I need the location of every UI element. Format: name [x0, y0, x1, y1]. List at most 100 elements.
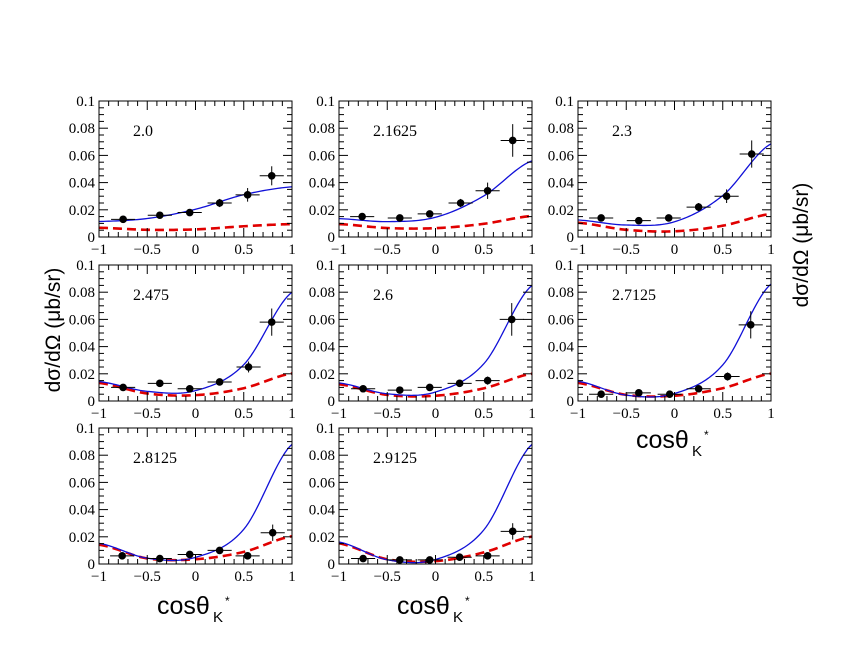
data-point: [147, 379, 172, 388]
y-tick-label: 0.06: [69, 475, 96, 491]
x-tick-label: 1: [288, 242, 296, 258]
data-point: [351, 554, 376, 563]
x-tick-label: −0.5: [374, 569, 401, 585]
marker: [425, 383, 434, 392]
data-point: [177, 384, 202, 393]
x-tick-label: 0: [192, 406, 200, 422]
plot-area: [339, 284, 532, 398]
marker: [455, 379, 464, 388]
y-tick-label: 0.1: [316, 258, 335, 274]
x-tick-label: 1: [288, 569, 296, 585]
data-point: [500, 523, 525, 540]
data-point: [714, 189, 739, 203]
data-point: [351, 384, 376, 393]
x-tick-label: −1: [331, 242, 347, 258]
y-tick-label: 0.02: [69, 203, 95, 219]
model-curve: [99, 291, 292, 394]
y-tick-label: 0.08: [69, 285, 95, 301]
y-tick-label: 0.04: [309, 176, 336, 192]
x-tick-label: 0: [671, 406, 679, 422]
y-tick-label: 0.08: [69, 448, 95, 464]
panel-3: 0 0.02 0.04 0.06 0.08 0.1 −1 −0.5 0 0.5 1 2.3: [548, 94, 775, 258]
data-point: [500, 124, 525, 157]
panel-6: 0 0.02 0.04 0.06 0.08 0.1 −1 −0.5 0 0.5 1 2.7125: [548, 258, 775, 422]
model-curve: [99, 443, 292, 562]
data-point: [447, 379, 472, 388]
y-tick-label: 0.06: [309, 475, 336, 491]
data-point: [147, 554, 172, 563]
marker: [185, 550, 194, 559]
marker: [425, 210, 434, 218]
x-tick-label: 1: [528, 406, 536, 422]
y-tick-label: 0.08: [548, 121, 574, 137]
y-tick-label: 0: [567, 394, 575, 410]
data-point: [110, 552, 135, 560]
data-point: [475, 376, 500, 385]
data-point: [236, 361, 261, 373]
x-axis-label-col1: cosθ K *: [157, 592, 230, 626]
x-tick-label: 0.5: [474, 406, 493, 422]
panel-5: 0 0.02 0.04 0.06 0.08 0.1 −1 −0.5 0 0.5 1 2.6: [309, 258, 536, 422]
x-tick-label: 0: [432, 242, 440, 258]
x-tick-label: −1: [331, 569, 347, 585]
marker: [694, 203, 703, 211]
marker: [243, 191, 252, 199]
marker: [634, 389, 643, 397]
marker: [268, 528, 277, 537]
marker: [267, 318, 276, 326]
panel-label: 2.475: [133, 287, 169, 304]
y-tick-label: 0.02: [309, 203, 335, 219]
data-point: [207, 198, 232, 208]
data-point: [111, 215, 136, 224]
x-tick-label: 1: [528, 242, 536, 258]
data-point: [260, 524, 285, 541]
data-point: [111, 383, 136, 392]
x-axis-label-main: cosθ: [397, 592, 450, 620]
y-tick-label: 0: [567, 230, 575, 246]
x-tick-label: 0.5: [234, 569, 253, 585]
marker: [508, 136, 517, 145]
x-axis-label-sub: K: [213, 609, 223, 626]
y-tick-label: 0.06: [69, 148, 96, 164]
y-tick-label: 0.04: [69, 176, 96, 192]
x-tick-label: 1: [767, 406, 775, 422]
data-point: [686, 203, 711, 212]
data-point: [686, 384, 711, 393]
panel-8: 0 0.02 0.04 0.06 0.08 0.1 −1 −0.5 0 0.5 1 2.9125: [309, 421, 536, 585]
x-axis-label-sup: *: [225, 594, 230, 608]
y-tick-label: 0.04: [309, 503, 336, 519]
data-point: [259, 308, 284, 336]
marker: [359, 384, 367, 393]
y-tick-label: 0.06: [548, 148, 575, 164]
x-tick-label: 0.5: [713, 406, 732, 422]
data-point: [447, 553, 472, 561]
y-tick-label: 0.08: [309, 121, 335, 137]
marker: [694, 384, 703, 393]
panel-label: 2.0: [133, 123, 153, 140]
marker: [244, 363, 253, 371]
data-point: [656, 214, 681, 222]
y-tick-label: 0.02: [309, 530, 335, 546]
data-point: [207, 378, 232, 386]
data-point: [626, 216, 651, 225]
x-axis-label-sub: K: [453, 609, 463, 626]
x-tick-label: −0.5: [613, 242, 640, 258]
data-point: [417, 383, 442, 392]
y-axis-label-right: dσ/dΩ (μb/sr): [790, 183, 813, 308]
x-tick-label: −1: [570, 242, 586, 258]
data-point: [626, 389, 651, 397]
x-axis-label-col3: cosθ K *: [636, 426, 709, 460]
x-tick-label: −0.5: [374, 406, 401, 422]
data-point: [715, 372, 740, 381]
x-tick-label: 0: [671, 242, 679, 258]
x-axis-label-sup: *: [465, 594, 470, 608]
y-tick-label: 0: [328, 557, 336, 573]
marker: [119, 383, 127, 392]
data-point: [387, 386, 412, 394]
marker: [483, 376, 492, 385]
marker: [267, 172, 276, 180]
data-point: [235, 188, 260, 202]
panel-frame: [98, 264, 293, 402]
data-point: [475, 552, 500, 560]
y-tick-label: 0: [328, 394, 336, 410]
